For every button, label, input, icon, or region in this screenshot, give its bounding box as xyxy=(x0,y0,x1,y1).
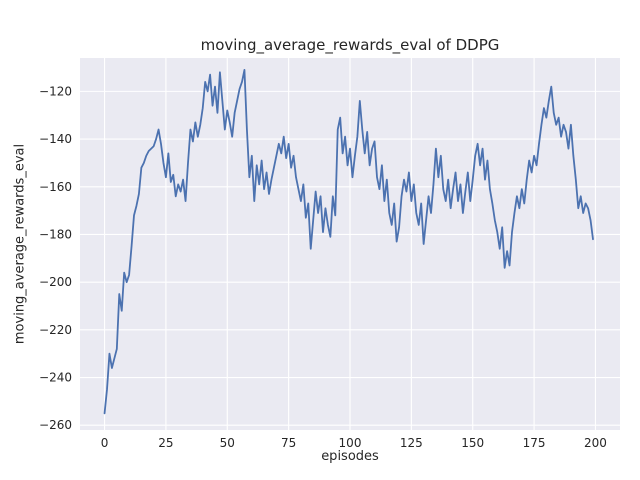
y-tick-label: −120 xyxy=(39,84,72,98)
y-axis-label: moving_average_rewards_eval xyxy=(12,143,28,345)
x-tick-label: 100 xyxy=(339,436,362,450)
x-tick-label: 175 xyxy=(523,436,546,450)
x-tick-label: 0 xyxy=(101,436,109,450)
y-tick-label: −200 xyxy=(39,275,72,289)
x-tick-label: 25 xyxy=(158,436,173,450)
series-line-moving_average_rewards_eval xyxy=(103,69,594,415)
x-tick-label: 150 xyxy=(461,436,484,450)
x-tick-label: 125 xyxy=(400,436,423,450)
y-tick-label: −180 xyxy=(39,227,72,241)
x-tick-label: 75 xyxy=(281,436,296,450)
x-axis-label: episodes xyxy=(321,449,379,464)
y-tick-label: −220 xyxy=(39,323,72,337)
y-tick-label: −260 xyxy=(39,418,72,432)
y-tick-label: −140 xyxy=(39,132,72,146)
y-tick-label: −240 xyxy=(39,371,72,385)
chart-title: moving_average_rewards_eval of DDPG xyxy=(200,36,500,54)
y-tick-label: −160 xyxy=(39,180,72,194)
x-tick-label: 50 xyxy=(220,436,235,450)
x-tick-label: 200 xyxy=(584,436,607,450)
